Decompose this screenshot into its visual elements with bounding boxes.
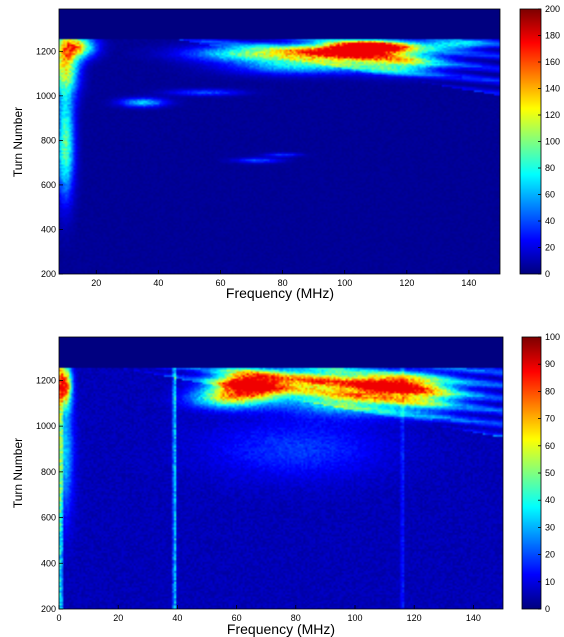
colorbar-tick-label: 60 [545,190,555,200]
y-tick-label: 600 [41,513,56,523]
plot-frame-2 [58,336,504,610]
colorbar-tick-label: 180 [545,31,560,41]
colorbar-tick-label: 50 [545,468,555,478]
y-ticks-1: 200 400 600 800 1000 1200 [36,46,63,279]
panel-2: 0 20 40 60 80 100 120 140 20040060080010001200 … [11,332,560,637]
x-tick-label: 20 [91,278,101,288]
y-tick-label: 200 [41,269,56,279]
x-tick-label: 120 [399,278,414,288]
x-ticks-2: 0 20 40 60 80 100 120 140 [56,605,481,623]
colorbar-ticks-1: 0 20 40 60 80 100 120 140 160 180 200 [538,4,560,279]
x-tick-label: 80 [291,613,301,623]
x-axis-label-2: Frequency (MHz) [227,621,335,637]
colorbar-tick-label: 80 [545,386,555,396]
y-tick-label: 1200 [36,46,56,56]
x-ticks-1: 20 40 60 80 100 120 140 [91,270,476,288]
y-tick-label: 800 [41,467,56,477]
heatmap-1 [59,9,500,274]
x-tick-label: 0 [56,613,61,623]
colorbar-tick-label: 140 [545,84,560,94]
y-tick-label: 200 [41,604,56,614]
x-tick-label: 60 [215,278,225,288]
colorbar-tick-label: 20 [545,243,555,253]
colorbar-2 [522,337,541,609]
y-tick-label: 1000 [36,421,56,431]
colorbar-tick-label: 100 [545,137,560,147]
colorbar-1 [520,9,541,274]
y-ticks-2: 200 400 600 800 1000 1200 [36,375,63,614]
y-axis-label-1: Turn Number [11,107,25,177]
y-tick-label: 400 [41,558,56,568]
colorbar-tick-label: 0 [545,604,550,614]
colorbar-tick-label: 80 [545,163,555,173]
colorbar-tick-label: 20 [545,550,555,560]
colorbar-tick-label: 60 [545,441,555,451]
colorbar-tick-label: 70 [545,414,555,424]
x-tick-label: 40 [153,278,163,288]
plot-frame-1 [58,8,501,275]
x-tick-label: 100 [337,278,352,288]
x-tick-label: 80 [278,278,288,288]
colorbar-tick-label: 40 [545,216,555,226]
colorbar-tick-label: 100 [545,332,560,342]
colorbar-tick-label: 30 [545,522,555,532]
colorbar-ticks-2: 0 10 20 30 40 50 60 70 80 90 100 [538,332,560,614]
colorbar-tick-label: 90 [545,359,555,369]
colorbar-tick-label: 120 [545,110,560,120]
x-axis-label-1: Frequency (MHz) [226,285,334,301]
x-tick-label: 40 [172,613,182,623]
y-tick-label: 1000 [36,91,56,101]
x-tick-label: 100 [347,613,362,623]
x-tick-label: 120 [407,613,422,623]
y-axis-label-2: Turn Number [11,438,25,508]
heatmap-2 [59,337,503,609]
x-tick-label: 60 [232,613,242,623]
colorbar-tick-label: 0 [545,269,550,279]
colorbar-tick-label: 160 [545,57,560,67]
x-tick-label: 140 [466,613,481,623]
y-tick-label: 400 [41,224,56,234]
colorbar-tick-label: 200 [545,4,560,14]
y-tick-label: 1200 [36,375,56,385]
y-tick-label: 800 [41,135,56,145]
x-tick-label: 140 [461,278,476,288]
x-tick-label: 20 [113,613,123,623]
y-tick-label: 600 [41,180,56,190]
colorbar-tick-label: 10 [545,577,555,587]
colorbar-tick-label: 40 [545,495,555,505]
